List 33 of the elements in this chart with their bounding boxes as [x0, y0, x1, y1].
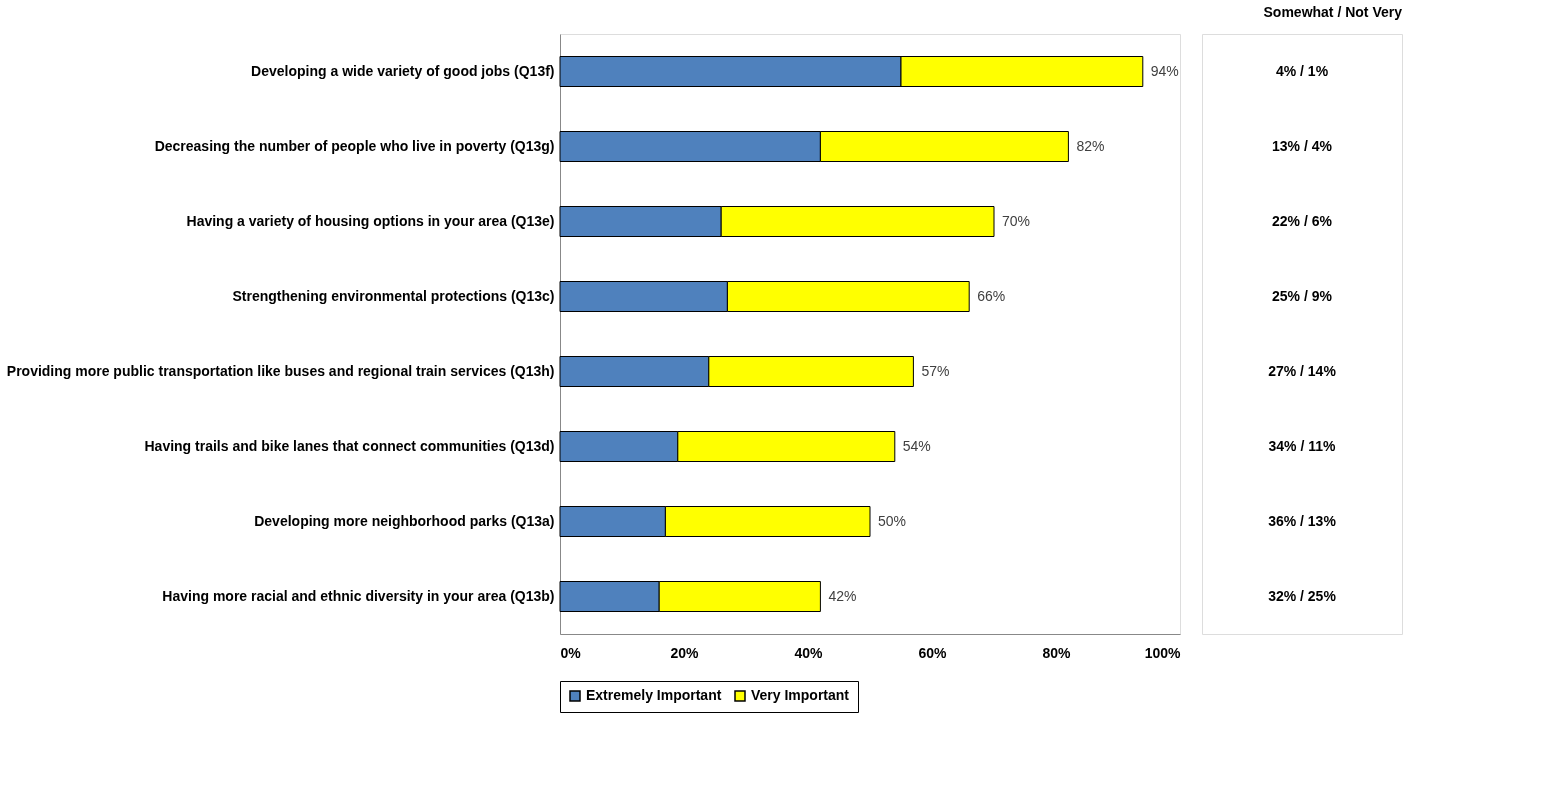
- text: 27% / 14%: [1268, 362, 1337, 379]
- x-tick-label: 20%: [670, 644, 700, 661]
- total-label: 42%: [828, 587, 857, 604]
- y-tick-label: Strengthening environmental protections (Q13c): [232, 287, 555, 304]
- y-tick-label: Having more racial and ethnic diversity in your area (Q13b): [162, 587, 555, 604]
- text: 13% / 4%: [1272, 137, 1333, 154]
- y-tick-label: Having trails and bike lanes that connect communities (Q13d): [144, 437, 555, 454]
- y-tick-label: Developing a wide variety of good jobs (Q13f): [251, 62, 555, 79]
- text: Somewhat / Not Very: [1263, 4, 1403, 20]
- total-label: 54%: [902, 437, 931, 454]
- y-tick-label: Providing more public transportation like buses and regional train services (Q13h): [6, 362, 555, 379]
- total-label: 82%: [1076, 137, 1105, 154]
- total-label: 94%: [1150, 62, 1179, 79]
- x-tick-label: 40%: [794, 644, 824, 661]
- y-tick-label: Decreasing the number of people who live in poverty (Q13g): [154, 137, 555, 154]
- total-label: 50%: [878, 512, 907, 529]
- x-tick-label: 100%: [1144, 644, 1182, 661]
- total-label: 66%: [977, 287, 1006, 304]
- legend-label: Very Important: [751, 687, 850, 703]
- text: 4% / 1%: [1275, 62, 1329, 79]
- text: 25% / 9%: [1272, 287, 1333, 304]
- text: 22% / 6%: [1272, 212, 1333, 229]
- y-tick-label: Developing more neighborhood parks (Q13a): [254, 512, 555, 529]
- text: 36% / 13%: [1268, 512, 1337, 529]
- y-tick-label: Having a variety of housing options in your area (Q13e): [186, 212, 555, 229]
- total-label: 57%: [921, 362, 950, 379]
- x-tick-label: 80%: [1042, 644, 1072, 661]
- x-tick-label: 60%: [918, 644, 948, 661]
- text: 32% / 25%: [1268, 587, 1337, 604]
- total-label: 70%: [1002, 212, 1031, 229]
- text: 34% / 11%: [1268, 437, 1337, 454]
- x-tick-label: 0%: [560, 644, 582, 661]
- legend-label: Extremely Important: [586, 687, 722, 703]
